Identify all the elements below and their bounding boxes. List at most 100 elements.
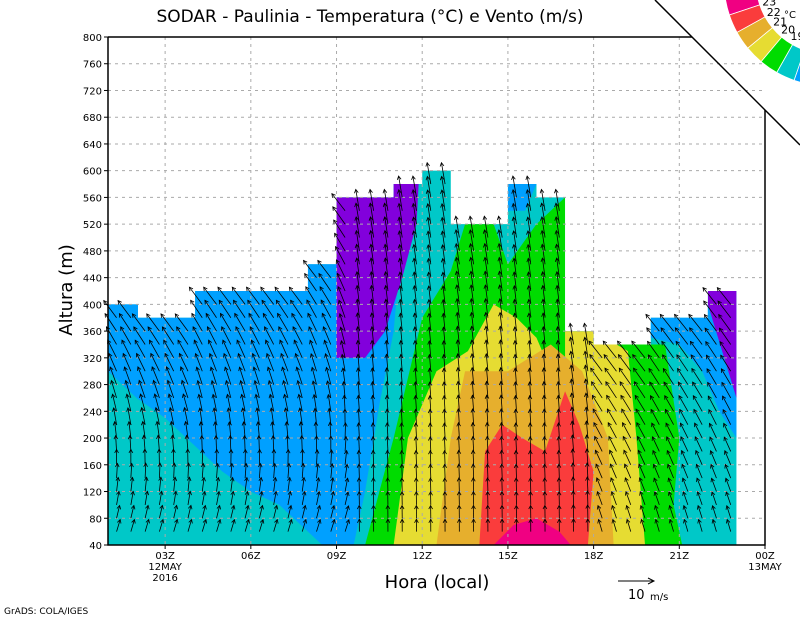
wind-shaft	[318, 273, 332, 292]
wind-head	[357, 518, 362, 523]
wind-shaft	[414, 299, 417, 318]
wind-head	[295, 366, 300, 372]
wind-shaft	[133, 326, 146, 345]
wind-arrow	[526, 230, 532, 251]
wind-head	[597, 518, 602, 524]
region-16	[707, 277, 737, 398]
wind-shaft	[605, 381, 617, 399]
wind-head	[674, 327, 680, 332]
wind-shaft	[301, 491, 306, 505]
wind-arrow	[661, 340, 674, 359]
wind-head	[370, 408, 376, 414]
wind-head	[511, 202, 517, 208]
wind-arrow	[324, 353, 332, 372]
wind-shaft	[149, 340, 160, 359]
wind-head	[309, 353, 315, 358]
wind-arrow	[308, 326, 317, 345]
wind-shaft	[486, 422, 489, 439]
wind-shaft	[273, 505, 278, 519]
wind-head	[633, 367, 638, 373]
wind-shaft	[428, 286, 432, 305]
wind-head	[200, 462, 206, 468]
wind-arrow	[528, 518, 533, 532]
wind-shaft	[528, 326, 532, 345]
wind-shaft	[295, 353, 303, 372]
wind-arrow	[265, 339, 275, 359]
wind-arrow	[590, 367, 603, 385]
wind-head	[635, 408, 640, 414]
wind-shaft	[129, 435, 132, 452]
wind-head	[528, 449, 533, 455]
wind-arrow	[307, 312, 317, 332]
wind-head	[610, 477, 615, 482]
wind-shaft	[720, 355, 732, 372]
wind-shaft	[679, 422, 689, 439]
wind-shaft	[399, 272, 403, 292]
wind-head	[333, 219, 338, 225]
wind-shaft	[455, 216, 460, 238]
wind-shaft	[485, 340, 489, 358]
x-tick-date: 2016	[152, 573, 177, 584]
wind-head	[251, 352, 256, 358]
wind-head	[607, 408, 612, 414]
wind-arrow	[220, 312, 232, 332]
wind-shaft	[664, 395, 674, 412]
wind-head	[265, 352, 271, 358]
y-tick-label: 400	[83, 300, 102, 311]
wind-shaft	[455, 229, 460, 251]
wind-arrow	[296, 379, 303, 399]
wind-head	[556, 408, 561, 414]
wind-head	[456, 463, 462, 468]
wind-arrow	[485, 504, 491, 519]
wind-head	[140, 406, 145, 412]
wind-arrow	[695, 449, 703, 465]
wind-head	[368, 229, 374, 235]
wind-head	[542, 449, 547, 455]
wind-head	[527, 422, 533, 427]
wind-shaft	[249, 326, 260, 345]
wind-shaft	[414, 354, 417, 372]
wind-shaft	[399, 285, 403, 305]
wind-head	[707, 395, 712, 401]
wind-arrow	[528, 490, 533, 505]
wind-shaft	[117, 300, 132, 318]
wind-arrow	[582, 322, 589, 345]
wind-shaft	[316, 505, 321, 519]
wind-shaft	[336, 273, 346, 292]
wind-arrow	[261, 299, 275, 318]
wind-shaft	[693, 409, 703, 425]
wind-shaft	[647, 354, 660, 372]
wind-head	[662, 354, 667, 359]
wind-head	[173, 490, 178, 496]
wind-shaft	[557, 395, 560, 412]
wind-arrow	[679, 422, 689, 439]
wind-shaft	[372, 409, 375, 425]
wind-arrow	[485, 435, 490, 452]
wind-head	[202, 504, 207, 510]
wind-shaft	[654, 491, 660, 506]
wind-shaft	[571, 435, 575, 452]
wind-arrow	[631, 340, 646, 359]
wind-shaft	[327, 380, 332, 399]
wind-head	[371, 463, 376, 468]
wind-shaft	[130, 505, 135, 519]
wind-shaft	[472, 422, 475, 439]
wind-shaft	[357, 340, 360, 358]
wind-head	[134, 339, 139, 345]
wind-head	[442, 463, 448, 469]
wind-arrow	[129, 476, 135, 492]
wind-head	[595, 477, 601, 482]
wind-arrow	[568, 336, 575, 358]
wind-arrow	[183, 420, 189, 439]
wind-shaft	[371, 313, 375, 332]
wind-arrow	[667, 463, 674, 479]
wind-arrow	[664, 408, 674, 425]
wind-arrow	[617, 353, 632, 372]
wind-head	[716, 286, 722, 292]
wind-head	[174, 313, 180, 318]
wind-shaft	[571, 393, 575, 412]
wind-arrow	[168, 406, 175, 425]
wind-shaft	[625, 491, 632, 506]
wind-shaft	[696, 464, 703, 479]
wind-head	[206, 326, 211, 331]
